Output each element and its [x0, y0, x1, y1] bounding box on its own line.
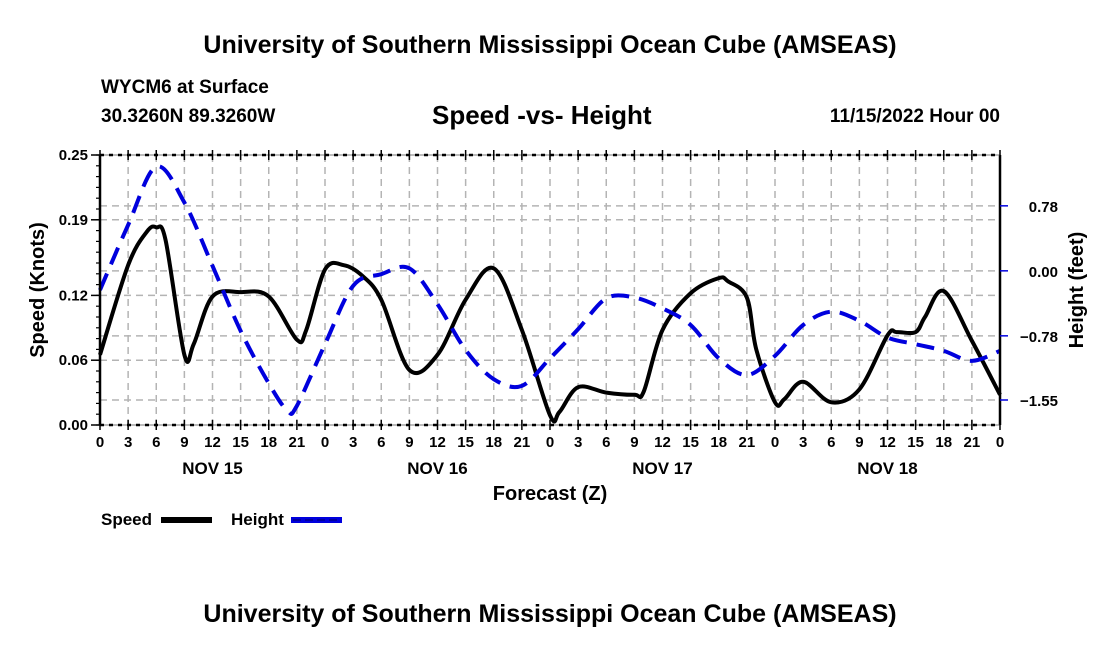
- x-tick-label: 9: [630, 434, 638, 451]
- x-tick-label: 9: [405, 434, 413, 451]
- legend-label-height: Height: [231, 510, 284, 529]
- datetime-label: 11/15/2022 Hour 00: [829, 106, 1000, 127]
- grid: [100, 155, 1000, 425]
- x-tick-label: 12: [429, 434, 446, 451]
- x-tick-label: 15: [907, 434, 924, 451]
- main-title-top: University of Southern Mississippi Ocean…: [203, 31, 897, 59]
- x-tick-label: 12: [654, 434, 671, 451]
- y-tick-label: 0.00: [59, 417, 88, 434]
- y2-tick-label: 0.00: [1029, 264, 1058, 281]
- chart-title: Speed -vs- Height: [432, 100, 652, 130]
- y2-axis-label: Height (feet): [1066, 232, 1088, 349]
- x-tick-label: 6: [602, 434, 610, 451]
- x-tick-label: 6: [377, 434, 385, 451]
- series-line-speed: [98, 224, 1002, 424]
- y-tick-label: 0.19: [59, 212, 88, 229]
- day-label: NOV 17: [632, 459, 692, 478]
- x-tick-label: 3: [124, 434, 132, 451]
- y2-tick-label: −0.78: [1020, 329, 1058, 346]
- main-title-bottom: University of Southern Mississippi Ocean…: [203, 600, 897, 628]
- y-tick-label: 0.25: [59, 147, 88, 164]
- y-axis-label: Speed (Knots): [27, 222, 49, 358]
- x-tick-label: 18: [935, 434, 952, 451]
- legend: Speed Height: [101, 510, 342, 529]
- legend-swatch-height: [291, 517, 342, 523]
- tick-labels: 0 3 6 9 12 15 18 21 0 3 6 9 12 15 18 21 0 3 6 9 12 15 18 21 0 3 6 9…: [59, 147, 1058, 478]
- x-axis-label: Forecast (Z): [493, 483, 607, 505]
- x-tick-label: 12: [204, 434, 221, 451]
- day-label: NOV 18: [857, 459, 917, 478]
- station-label: WYCM6 at Surface: [101, 77, 269, 98]
- x-tick-label: 0: [546, 434, 554, 451]
- x-tick-label: 3: [574, 434, 582, 451]
- day-label: NOV 15: [182, 459, 242, 478]
- x-tick-label: 15: [457, 434, 474, 451]
- x-tick-label: 0: [996, 434, 1004, 451]
- x-tick-label: 9: [855, 434, 863, 451]
- series-line-height: [98, 164, 1001, 416]
- y2-tick-label: 0.78: [1029, 199, 1058, 216]
- x-tick-label: 18: [485, 434, 502, 451]
- x-tick-label: 9: [180, 434, 188, 451]
- x-tick-label: 18: [260, 434, 277, 451]
- x-tick-label: 3: [799, 434, 807, 451]
- coordinates-label: 30.3260N 89.3260W: [101, 106, 276, 127]
- x-tick-label: 21: [964, 434, 981, 451]
- y-tick-label: 0.06: [59, 352, 88, 369]
- x-tick-label: 6: [152, 434, 160, 451]
- x-tick-label: 0: [771, 434, 779, 451]
- series-layer: [98, 164, 1002, 424]
- day-label: NOV 16: [407, 459, 467, 478]
- x-tick-label: 21: [289, 434, 306, 451]
- x-tick-label: 21: [514, 434, 531, 451]
- legend-swatch-speed: [161, 517, 212, 523]
- x-tick-label: 15: [232, 434, 249, 451]
- x-tick-label: 0: [96, 434, 104, 451]
- x-tick-label: 18: [710, 434, 727, 451]
- axes: [91, 150, 1008, 430]
- y2-tick-label: −1.55: [1020, 393, 1058, 410]
- y-tick-label: 0.12: [59, 287, 88, 304]
- x-tick-label: 12: [879, 434, 896, 451]
- x-tick-label: 21: [739, 434, 756, 451]
- x-tick-label: 6: [827, 434, 835, 451]
- x-tick-label: 0: [321, 434, 329, 451]
- legend-label-speed: Speed: [101, 510, 152, 529]
- x-tick-label: 15: [682, 434, 699, 451]
- x-tick-label: 3: [349, 434, 357, 451]
